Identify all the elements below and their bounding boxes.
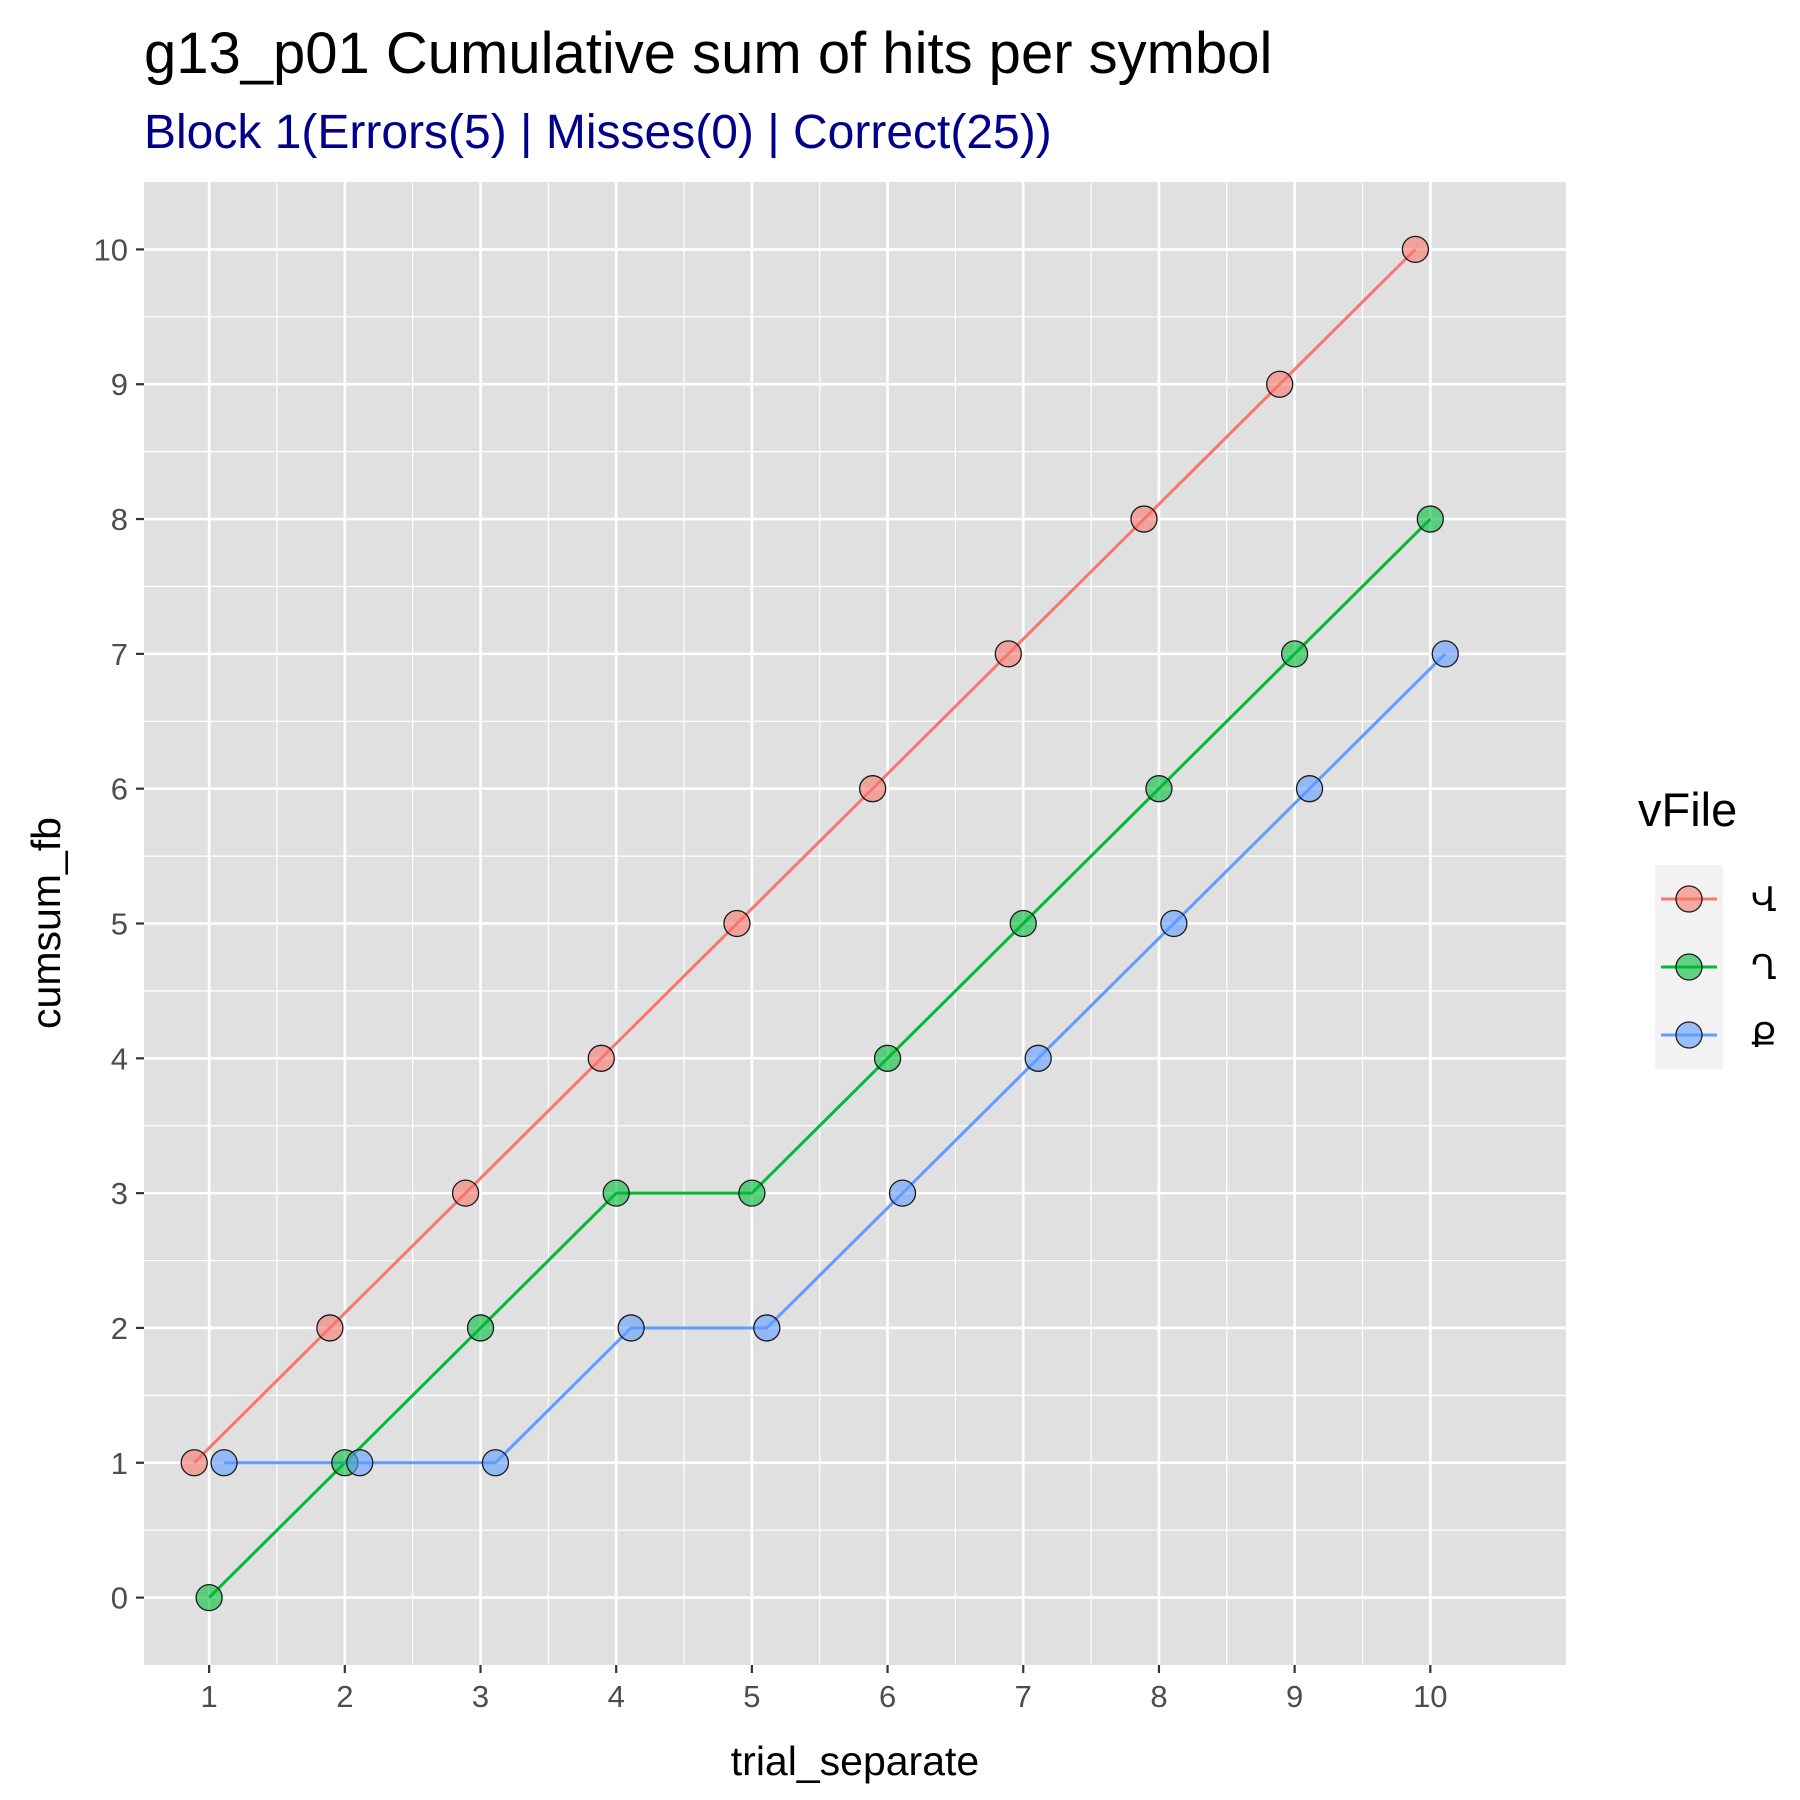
series-2-point xyxy=(602,1179,630,1207)
y-tick-label: 5 xyxy=(111,907,128,942)
legend-label: Ք xyxy=(1751,1016,1777,1056)
x-tick-label: 2 xyxy=(336,1679,353,1714)
x-tick-label: 6 xyxy=(879,1679,896,1714)
series-2-line xyxy=(208,517,1432,1599)
legend-key-point xyxy=(1675,885,1703,913)
series-1-point xyxy=(451,1179,480,1207)
legend-label: Վ xyxy=(1751,880,1777,920)
x-tick-label: 7 xyxy=(1015,1679,1032,1714)
chart-subtitle: Block 1(Errors(5) | Misses(0) | Correct(… xyxy=(144,106,1052,159)
series-2-point xyxy=(1009,909,1037,938)
x-axis: 1 2 3 4 5 6 7 8 9 10 xyxy=(201,1665,1448,1714)
legend-items: ՎՂՔ xyxy=(1655,865,1777,1069)
series-3-point xyxy=(617,1314,645,1342)
series-2-point xyxy=(873,1044,902,1072)
series-1-point xyxy=(180,1449,208,1477)
series-3-point xyxy=(346,1449,374,1477)
series-1-point xyxy=(316,1314,344,1342)
series-2-point xyxy=(738,1179,766,1207)
series-1-point xyxy=(994,640,1022,668)
chart-title: g13_p01 Cumulative sum of hits per symbo… xyxy=(144,21,1272,86)
legend-item-1: Վ xyxy=(1655,865,1777,933)
series-1-point xyxy=(587,1044,615,1072)
y-tick-label: 8 xyxy=(111,502,128,537)
series-1-point xyxy=(1266,370,1294,398)
legend-title: vFile xyxy=(1638,783,1737,836)
y-tick-label: 9 xyxy=(111,367,128,402)
series-1-point xyxy=(1130,505,1158,533)
series-2-point xyxy=(1145,775,1173,803)
series-3-point xyxy=(1295,775,1324,803)
series-1-point xyxy=(723,909,751,938)
series-3-point xyxy=(1431,640,1459,668)
y-tick-label: 2 xyxy=(111,1311,128,1346)
series-1-point xyxy=(1401,235,1430,264)
legend-label: Ղ xyxy=(1751,948,1777,988)
legend-key-point xyxy=(1675,953,1703,981)
y-axis: 0 1 2 3 4 5 6 7 8 9 10 xyxy=(94,232,144,1616)
y-axis-title: cumsum_fb xyxy=(23,817,69,1029)
y-tick-label: 1 xyxy=(111,1446,128,1481)
grid-major xyxy=(144,182,1566,1665)
series-lines xyxy=(193,248,1447,1599)
legend: vFile ՎՂՔ xyxy=(1638,783,1777,1069)
x-tick-label: 3 xyxy=(472,1679,489,1714)
series-3-point xyxy=(481,1449,510,1477)
y-tick-label: 3 xyxy=(111,1176,128,1211)
y-tick-label: 7 xyxy=(111,637,128,672)
series-2-point xyxy=(1416,505,1444,533)
series-points xyxy=(180,235,1459,1612)
x-axis-title: trial_separate xyxy=(731,1738,979,1784)
y-tick-label: 10 xyxy=(94,232,128,267)
x-tick-label: 4 xyxy=(608,1679,625,1714)
legend-item-2: Ղ xyxy=(1655,933,1777,1001)
x-tick-label: 1 xyxy=(201,1679,218,1714)
y-tick-label: 6 xyxy=(111,772,128,807)
series-3-point xyxy=(210,1449,238,1477)
series-1-line xyxy=(193,248,1417,1464)
x-tick-label: 10 xyxy=(1413,1679,1447,1714)
series-2-point xyxy=(195,1583,223,1612)
series-3-point xyxy=(1160,909,1188,938)
legend-key-point xyxy=(1675,1021,1703,1049)
series-3-point xyxy=(888,1179,917,1207)
y-tick-label: 0 xyxy=(111,1581,128,1616)
x-tick-label: 8 xyxy=(1150,1679,1167,1714)
series-1-point xyxy=(858,775,887,803)
x-tick-label: 5 xyxy=(743,1679,760,1714)
series-3-line xyxy=(224,652,1447,1465)
series-3-point xyxy=(1024,1044,1052,1072)
legend-item-3: Ք xyxy=(1655,1001,1777,1069)
x-tick-label: 9 xyxy=(1286,1679,1303,1714)
series-2-point xyxy=(1280,640,1309,668)
series-3-point xyxy=(753,1314,781,1342)
series-2-point xyxy=(466,1314,495,1342)
y-tick-label: 4 xyxy=(111,1041,128,1076)
